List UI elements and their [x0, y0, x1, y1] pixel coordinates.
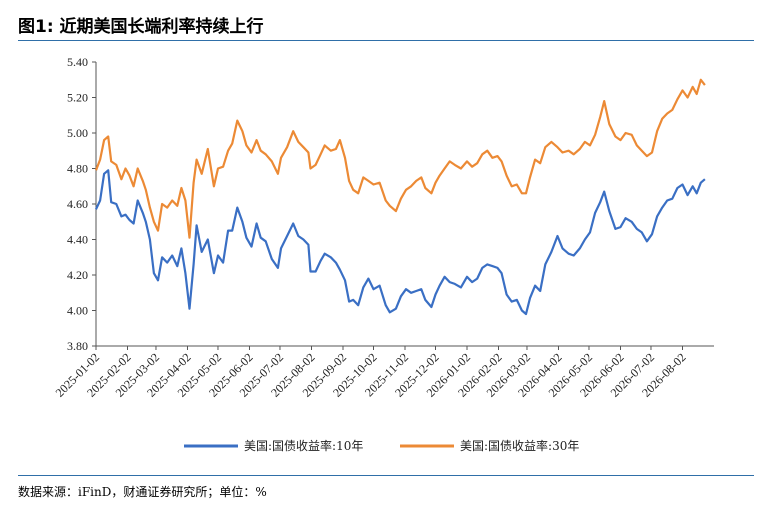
y-axis-ticks: 3.80 4.00 4.20 4.40 4.60 4.80 5.00 5.20 5.40	[67, 55, 96, 353]
series-lines	[94, 78, 706, 316]
series-line-10y	[95, 169, 706, 316]
y-tick-label: 5.20	[67, 91, 88, 105]
y-tick-label: 4.20	[67, 268, 88, 282]
y-tick-label: 4.60	[67, 197, 88, 211]
legend-label: 美国:国债收益率:10年	[244, 438, 363, 453]
y-tick-label: 3.80	[67, 339, 88, 353]
legend-label: 美国:国债收益率:30年	[460, 438, 579, 453]
x-axis-ticks: 2025-01-022025-02-022025-03-022025-04-02…	[53, 346, 689, 400]
series-line-30y	[94, 78, 706, 239]
figure-title: 图1: 近期美国长端利率持续上行	[18, 17, 264, 37]
y-tick-label: 4.80	[67, 162, 88, 176]
source-rule	[18, 475, 754, 476]
source-note: 数据来源：iFinD，财通证券研究所；单位：%	[18, 485, 267, 499]
yield-chart: 3.80 4.00 4.20 4.40 4.60 4.80 5.00 5.20 5.40 202…	[53, 55, 714, 453]
legend: 美国:国债收益率:10年 美国:国债收益率:30年	[184, 438, 579, 453]
y-tick-label: 5.40	[67, 55, 88, 69]
axes	[95, 62, 714, 347]
title-rule	[18, 40, 754, 41]
y-tick-label: 5.00	[67, 126, 88, 140]
y-tick-label: 4.40	[67, 233, 88, 247]
y-tick-label: 4.00	[67, 304, 88, 318]
